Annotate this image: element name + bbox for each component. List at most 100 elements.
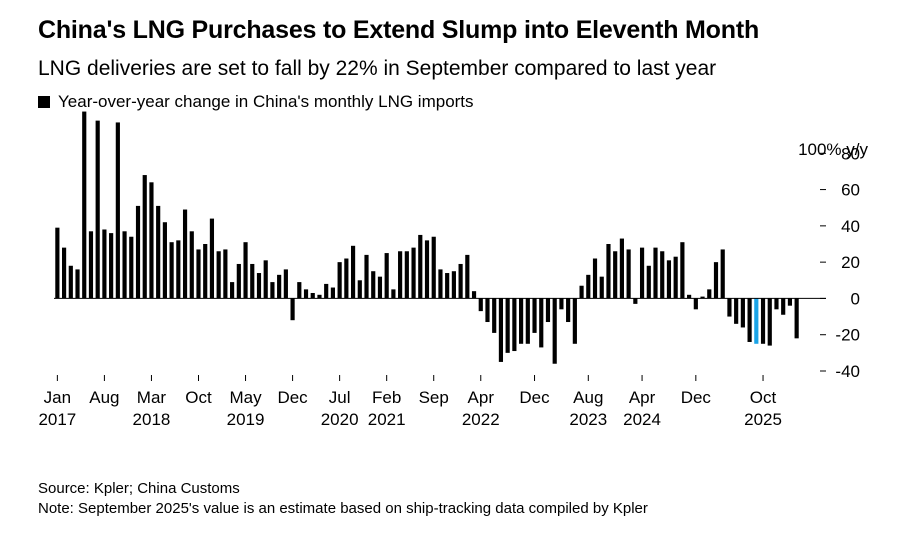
x-tick-year: 2023 [569,410,607,429]
bar [599,276,604,299]
bar [707,289,712,299]
bar [256,273,262,299]
bar [230,282,235,299]
x-tick-year: 2021 [368,410,406,429]
note-text: Note: September 2025's value is an estim… [38,500,648,517]
bar [55,227,60,299]
bar [182,209,188,299]
bar [760,298,766,344]
x-tick-month: Oct [185,388,212,407]
bar [794,298,799,339]
bar [633,298,638,304]
bar [189,231,194,299]
bar [458,263,463,299]
bar [310,292,315,299]
bar [586,274,591,299]
y-axis-unit-label: 100% y/y [798,140,868,159]
bar [391,289,396,299]
bar [135,205,141,299]
bar [68,265,73,299]
bar [263,260,268,299]
x-axis: Jan 2017 Aug Mar 2018 Oct May 2019 Dec Jul 2020 Feb… [38,375,782,429]
bar [283,269,288,299]
y-axis: -40 -20 0 20 40 60 80 [820,144,860,381]
bar [539,298,544,348]
y-tick-label: 20 [841,253,860,272]
bar [384,253,389,299]
bar [445,273,450,299]
bar [250,263,255,299]
bar [653,247,658,299]
bar [377,276,383,299]
bar [216,251,221,299]
bar [418,234,423,299]
x-tick-month: Apr [468,388,495,407]
x-tick-month: Sep [419,388,449,407]
bar [687,294,692,299]
bar [451,271,456,299]
y-tick-label: 80 [841,144,860,163]
bar [149,182,154,299]
x-tick-month: Dec [681,388,712,407]
bar [270,282,275,299]
bar [720,249,725,299]
bar [626,249,631,299]
bar [371,271,376,299]
y-tick-label: 60 [841,181,860,200]
x-tick-month: Dec [519,388,550,407]
bar [75,269,80,299]
bar [156,205,161,299]
bar [122,231,127,299]
bar [478,298,483,312]
bar [82,111,87,299]
bar [485,298,490,323]
bar [559,298,564,310]
legend-label: Year-over-year change in China's monthly… [58,92,474,111]
y-tick-label: 0 [851,289,860,308]
x-tick-year: 2022 [462,410,500,429]
bar [303,289,309,299]
bar [781,298,786,315]
bar [700,296,705,299]
bar [747,298,752,342]
bar-estimate [754,298,759,344]
bar [404,251,409,299]
bar [693,298,698,310]
chart-subtitle: LNG deliveries are set to fall by 22% in… [38,57,717,80]
bar [498,298,504,362]
bar [344,258,349,299]
bar [465,254,470,299]
bar [88,231,94,299]
bar [492,298,497,333]
bar [109,233,114,299]
bar [115,122,120,299]
bar [619,238,624,299]
bar [209,218,215,299]
bar [552,298,557,364]
bar [203,244,208,299]
bar [525,298,530,344]
bar [162,222,167,299]
bar [317,294,322,299]
bar [532,298,537,333]
bar [350,245,356,299]
bar [660,251,665,299]
bar [505,298,510,353]
bar [431,236,436,299]
bar [519,298,524,344]
bar [330,287,335,299]
bar [646,265,651,299]
bar [680,242,685,299]
bar [236,263,241,299]
source-text: Source: Kpler; China Customs [38,480,240,497]
bar [297,282,302,299]
x-tick-month: Oct [750,388,777,407]
bar [545,298,551,323]
bar [102,229,107,299]
bar [734,298,739,324]
bar [566,298,571,323]
x-tick-month: Dec [277,388,308,407]
bar [787,298,793,306]
y-tick-label: -40 [835,362,860,381]
bar [290,298,295,321]
